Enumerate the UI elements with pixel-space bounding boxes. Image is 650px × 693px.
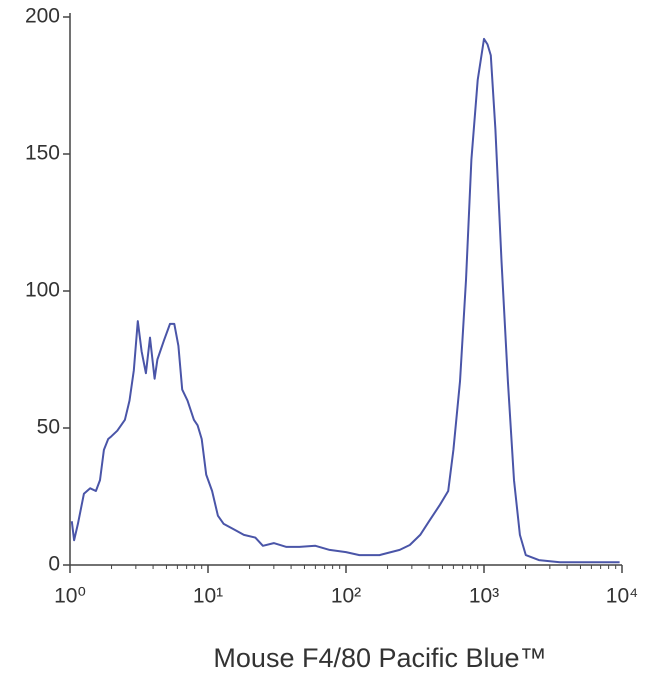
histogram-line (70, 37, 620, 564)
x-axis-label: Mouse F4/80 Pacific Blue™ (213, 643, 546, 673)
x-tick-label: 10² (331, 585, 361, 608)
x-tick-label: 10⁴ (606, 585, 638, 608)
y-tick-label: 50 (37, 416, 60, 439)
x-tick-label: 10¹ (193, 585, 223, 608)
x-tick-label: 10³ (469, 585, 499, 608)
y-tick-label: 200 (25, 5, 60, 28)
y-tick-label: 0 (48, 553, 60, 576)
y-tick-label: 150 (25, 142, 60, 165)
x-tick-label: 10⁰ (54, 585, 86, 608)
y-tick-label: 100 (25, 279, 60, 302)
